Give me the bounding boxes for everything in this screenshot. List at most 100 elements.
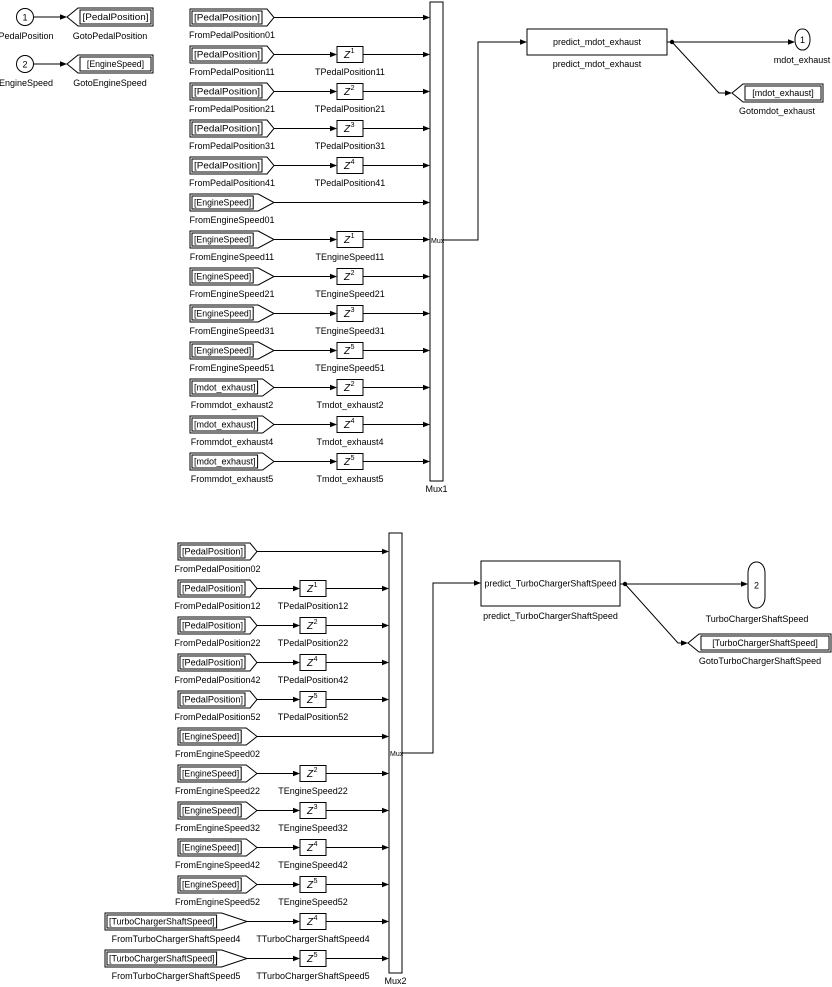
- wire-arrowhead: [423, 236, 430, 243]
- wire-arrowhead: [382, 844, 389, 851]
- outport-label: TurboChargerShaftSpeed: [706, 614, 809, 624]
- unit-delay-text: Z2: [306, 619, 318, 632]
- unit-delay-block[interactable]: [299, 765, 327, 782]
- from-tag: [EngineSpeed]: [182, 843, 239, 853]
- outport-label: mdot_exhaust: [774, 55, 831, 65]
- signal-wire: [443, 41, 522, 241]
- wire-arrowhead: [423, 125, 430, 132]
- from-tag: [PedalPosition]: [194, 50, 260, 60]
- goto-tag: [EngineSpeed]: [87, 59, 144, 69]
- from-tag-frame: [179, 803, 242, 818]
- from-label: FromEngineSpeed21: [189, 289, 274, 299]
- unit-delay-block[interactable]: [299, 691, 327, 708]
- inport-block[interactable]: [16, 8, 34, 26]
- wire-arrowhead: [330, 236, 337, 243]
- wire-arrowhead: [788, 39, 795, 45]
- wire-junction-dot: [622, 581, 628, 587]
- unit-delay-block[interactable]: [299, 802, 327, 819]
- goto-tag: [mdot_exhaust]: [752, 88, 814, 98]
- predict-function-block[interactable]: [526, 28, 668, 56]
- from-tag: [EngineSpeed]: [194, 198, 251, 208]
- wire-arrowhead: [293, 585, 300, 592]
- unit-delay-block[interactable]: [336, 342, 364, 359]
- from-tag-frame: [179, 766, 242, 781]
- wire-arrowhead: [725, 90, 732, 96]
- from-label: FromEngineSpeed52: [175, 897, 260, 907]
- wire-arrowhead: [330, 51, 337, 58]
- unit-delay-label: TPedalPosition42: [278, 675, 349, 685]
- unit-delay-text: Z5: [343, 344, 355, 357]
- from-tag: [PedalPosition]: [182, 621, 243, 631]
- unit-delay-block[interactable]: [299, 839, 327, 856]
- from-tag: [EngineSpeed]: [182, 769, 239, 779]
- unit-delay-block[interactable]: [336, 305, 364, 322]
- unit-delay-block[interactable]: [336, 453, 364, 470]
- wire-arrowhead: [330, 347, 337, 354]
- unit-delay-label: TPedalPosition11: [315, 67, 385, 77]
- unit-delay-text: Z3: [306, 804, 318, 817]
- from-tag-frame: [179, 840, 242, 855]
- unit-delay-block[interactable]: [299, 617, 327, 634]
- goto-label: GotoPedalPosition: [73, 31, 148, 41]
- goto-tag: [PedalPosition]: [83, 12, 149, 22]
- unit-delay-label: TPedalPosition52: [278, 712, 349, 722]
- mux-block[interactable]: [429, 1, 444, 482]
- outport-block[interactable]: [747, 561, 766, 609]
- from-tag-frame: [191, 10, 263, 25]
- unit-delay-block[interactable]: [299, 950, 327, 967]
- unit-delay-block[interactable]: [299, 876, 327, 893]
- wire-arrowhead: [423, 199, 430, 206]
- from-tag: [PedalPosition]: [182, 695, 243, 705]
- from-tag: [EngineSpeed]: [194, 346, 251, 356]
- unit-delay-text: Z2: [306, 767, 318, 780]
- inport-block[interactable]: [16, 55, 34, 73]
- unit-delay-block[interactable]: [299, 580, 327, 597]
- from-tag-frame: [191, 380, 259, 395]
- from-tag-frame: [106, 914, 218, 929]
- from-label: Frommdot_exhaust2: [191, 400, 274, 410]
- wire-arrowhead: [293, 955, 300, 962]
- outport-number: 2: [754, 581, 759, 591]
- goto-tag-frame: [79, 56, 152, 72]
- from-tag: [TurboChargerShaftSpeed]: [109, 954, 215, 964]
- from-tag: [EngineSpeed]: [194, 309, 251, 319]
- unit-delay-block[interactable]: [336, 120, 364, 137]
- signal-wire: [671, 41, 726, 94]
- mux-label: Mux2: [384, 976, 406, 986]
- unit-delay-block[interactable]: [336, 416, 364, 433]
- unit-delay-block[interactable]: [336, 157, 364, 174]
- from-tag-frame: [179, 877, 242, 892]
- wire-arrowhead: [474, 580, 481, 586]
- unit-delay-label: Tmdot_exhaust4: [316, 437, 383, 447]
- unit-delay-block[interactable]: [299, 913, 327, 930]
- unit-delay-block[interactable]: [299, 654, 327, 671]
- from-tag: [EngineSpeed]: [182, 806, 239, 816]
- predict-function-text: predict_mdot_exhaust: [553, 37, 641, 47]
- from-tag: [PedalPosition]: [194, 87, 260, 97]
- wire-arrowhead: [330, 273, 337, 280]
- mux-label: Mux1: [425, 484, 447, 494]
- unit-delay-label: TPedalPosition22: [278, 638, 349, 648]
- from-tag-frame: [191, 158, 263, 173]
- outport-block[interactable]: [794, 28, 811, 51]
- unit-delay-label: TEngineSpeed11: [316, 252, 385, 262]
- wire-arrowhead: [382, 696, 389, 703]
- from-tag-frame: [191, 343, 254, 358]
- unit-delay-block[interactable]: [336, 231, 364, 248]
- unit-delay-block[interactable]: [336, 83, 364, 100]
- wire-arrowhead: [382, 881, 389, 888]
- wire-arrowhead: [423, 347, 430, 354]
- from-label: FromEngineSpeed22: [175, 786, 260, 796]
- wire-arrowhead: [423, 14, 430, 21]
- unit-delay-label: TEngineSpeed52: [278, 897, 348, 907]
- unit-delay-block[interactable]: [336, 268, 364, 285]
- from-label: FromPedalPosition42: [174, 675, 260, 685]
- wire-arrowhead: [382, 770, 389, 777]
- wire-arrowhead: [681, 640, 688, 646]
- unit-delay-block[interactable]: [336, 379, 364, 396]
- from-tag-frame: [179, 581, 246, 596]
- from-tag: [EngineSpeed]: [194, 235, 251, 245]
- unit-delay-text: Z4: [306, 841, 318, 854]
- unit-delay-block[interactable]: [336, 46, 364, 63]
